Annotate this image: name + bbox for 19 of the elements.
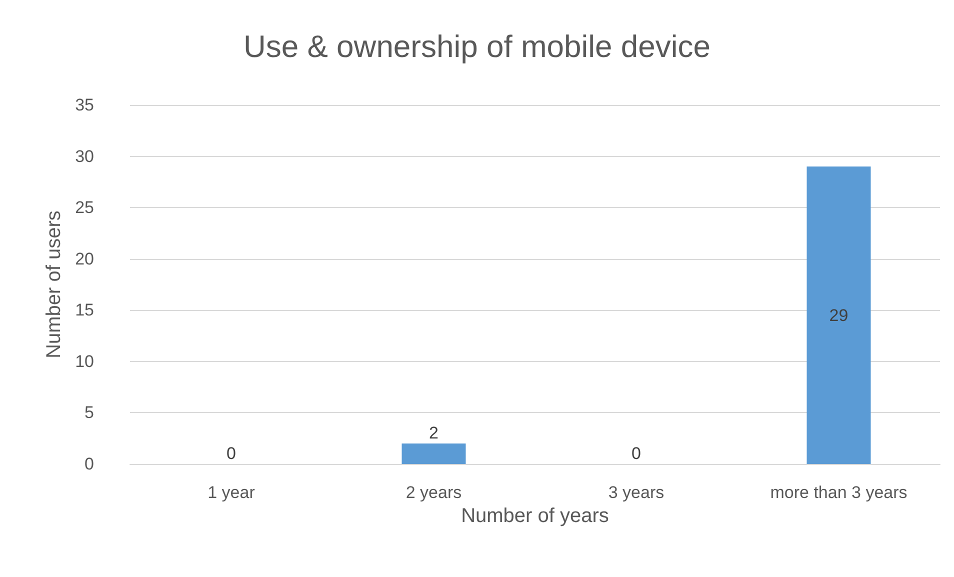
y-axis-title: Number of users — [43, 210, 66, 358]
x-tick-label: 3 years — [608, 483, 664, 502]
y-tick-label: 5 — [84, 403, 94, 422]
data-label: 29 — [829, 306, 848, 325]
x-axis-title: Number of years — [461, 504, 609, 527]
x-tick-label: more than 3 years — [770, 483, 908, 502]
x-tick-label: 1 year — [208, 483, 256, 502]
y-tick-label: 35 — [75, 96, 94, 114]
data-label: 0 — [226, 444, 236, 463]
y-tick-label: 15 — [75, 300, 94, 320]
y-tick-label: 20 — [75, 249, 94, 268]
y-tick-label: 25 — [75, 198, 94, 218]
data-label: 0 — [632, 444, 641, 463]
y-tick-label: 10 — [75, 352, 94, 371]
x-tick-label: 2 years — [406, 483, 462, 502]
chart-title: Use & ownership of mobile device — [244, 29, 710, 64]
y-tick-label: 30 — [75, 146, 94, 166]
data-label: 2 — [429, 423, 438, 442]
y-tick-label: 0 — [84, 454, 94, 474]
